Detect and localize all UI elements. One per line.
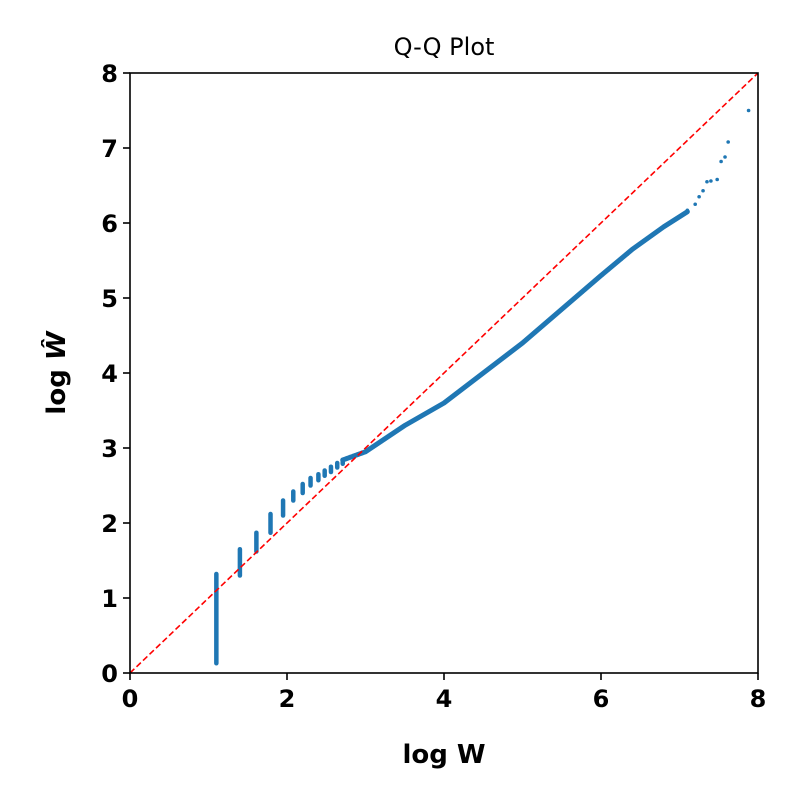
x-tick-label: 2	[279, 685, 296, 713]
data-point	[709, 179, 713, 183]
y-tick-label: 8	[101, 60, 118, 88]
x-axis: 0 2 4 6 8	[122, 673, 767, 713]
y-axis-label-variable: Ŵ	[40, 330, 72, 360]
y-tick-label: 2	[101, 510, 118, 538]
y-tick-label: 5	[101, 285, 118, 313]
y-axis-label-prefix: log	[42, 360, 72, 414]
reference-line-layer	[129, 72, 759, 674]
y-axis: 0 1 2 3 4 5 6 7 8	[101, 60, 130, 688]
reference-line	[129, 72, 759, 674]
data-point	[723, 155, 727, 159]
data-point	[685, 208, 690, 213]
data-point	[715, 177, 719, 182]
data-point	[726, 140, 730, 144]
data-point	[705, 179, 709, 184]
data-point	[746, 108, 751, 113]
data-point	[719, 159, 723, 164]
x-axis-label: log W	[402, 740, 485, 770]
x-tick-label: 8	[750, 685, 767, 713]
y-tick-label: 6	[101, 210, 118, 238]
x-tick-label: 4	[436, 685, 453, 713]
x-tick-label: 6	[593, 685, 610, 713]
data-point	[697, 194, 701, 199]
y-tick-label: 1	[101, 585, 118, 613]
x-tick-label: 0	[122, 685, 139, 713]
data-curve	[340, 209, 690, 463]
y-tick-label: 4	[101, 360, 118, 388]
y-tick-label: 7	[101, 135, 118, 163]
y-tick-label: 3	[101, 435, 118, 463]
chart-title: Q-Q Plot	[394, 33, 495, 61]
data-point	[693, 202, 697, 207]
plot-area	[214, 108, 751, 666]
y-tick-label: 0	[101, 660, 118, 688]
y-axis-label: log Ŵ	[40, 330, 72, 414]
data-point	[701, 188, 705, 193]
